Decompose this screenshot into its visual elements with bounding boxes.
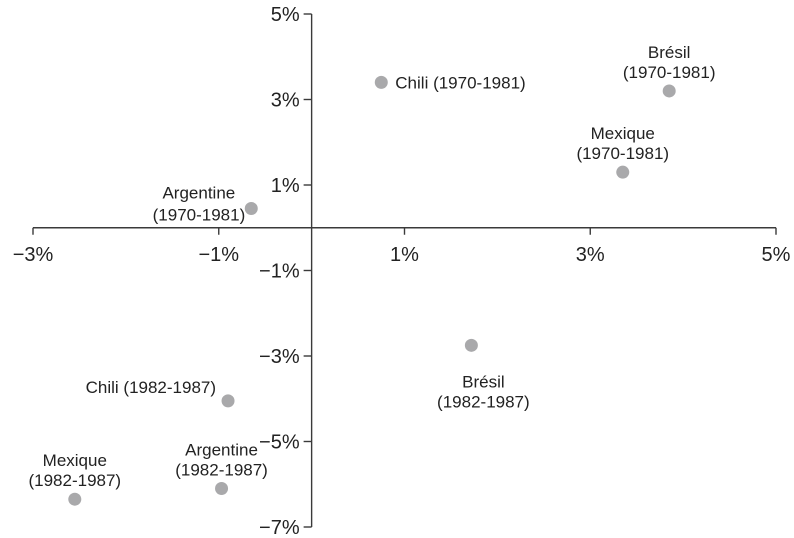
- y-tick-label: −1%: [259, 261, 300, 283]
- x-tick-label: −3%: [13, 244, 54, 266]
- y-tick-label: −5%: [259, 432, 300, 454]
- y-tick-label: 3%: [271, 90, 300, 112]
- point-label: Chili (1970-1981): [395, 73, 525, 92]
- data-points: Chili (1970-1981)Brésil(1970-1981)Mexiqu…: [28, 43, 716, 506]
- data-point: [464, 338, 478, 352]
- point-label: (1970-1981): [623, 63, 716, 82]
- x-tick-label: 3%: [576, 244, 605, 266]
- y-tick-label: 5%: [271, 4, 300, 26]
- data-point: [68, 492, 82, 506]
- data-point: [221, 394, 235, 408]
- ticks: −3% −1% 1% 3% 5% 5% 3% 1% −1% −3% −5% −7%: [13, 4, 791, 538]
- y-tick-label: −3%: [259, 346, 300, 368]
- x-tick-label: 1%: [390, 244, 419, 266]
- point-label: Chili (1982-1987): [86, 378, 216, 397]
- point-label: (1970-1981): [576, 144, 669, 163]
- point-label: (1982-1987): [175, 461, 268, 480]
- point-label: (1982-1987): [28, 471, 121, 490]
- y-tick-label: 1%: [271, 175, 300, 197]
- data-point: [616, 165, 630, 179]
- y-tick-label: −7%: [259, 517, 300, 538]
- x-tick-label: 5%: [762, 244, 791, 266]
- data-point: [374, 75, 388, 89]
- point-label: Argentine: [185, 441, 258, 460]
- point-label: Mexique: [43, 451, 107, 470]
- point-label: Brésil: [648, 43, 691, 62]
- data-point: [215, 482, 229, 496]
- point-label: Mexique: [591, 124, 655, 143]
- x-tick-label: −1%: [198, 244, 239, 266]
- point-label: Brésil: [462, 372, 505, 391]
- point-label: Argentine: [162, 184, 235, 203]
- point-label: (1982-1987): [437, 392, 530, 411]
- data-point: [244, 202, 258, 216]
- data-point: [662, 84, 676, 98]
- point-label: (1970-1981): [153, 206, 246, 225]
